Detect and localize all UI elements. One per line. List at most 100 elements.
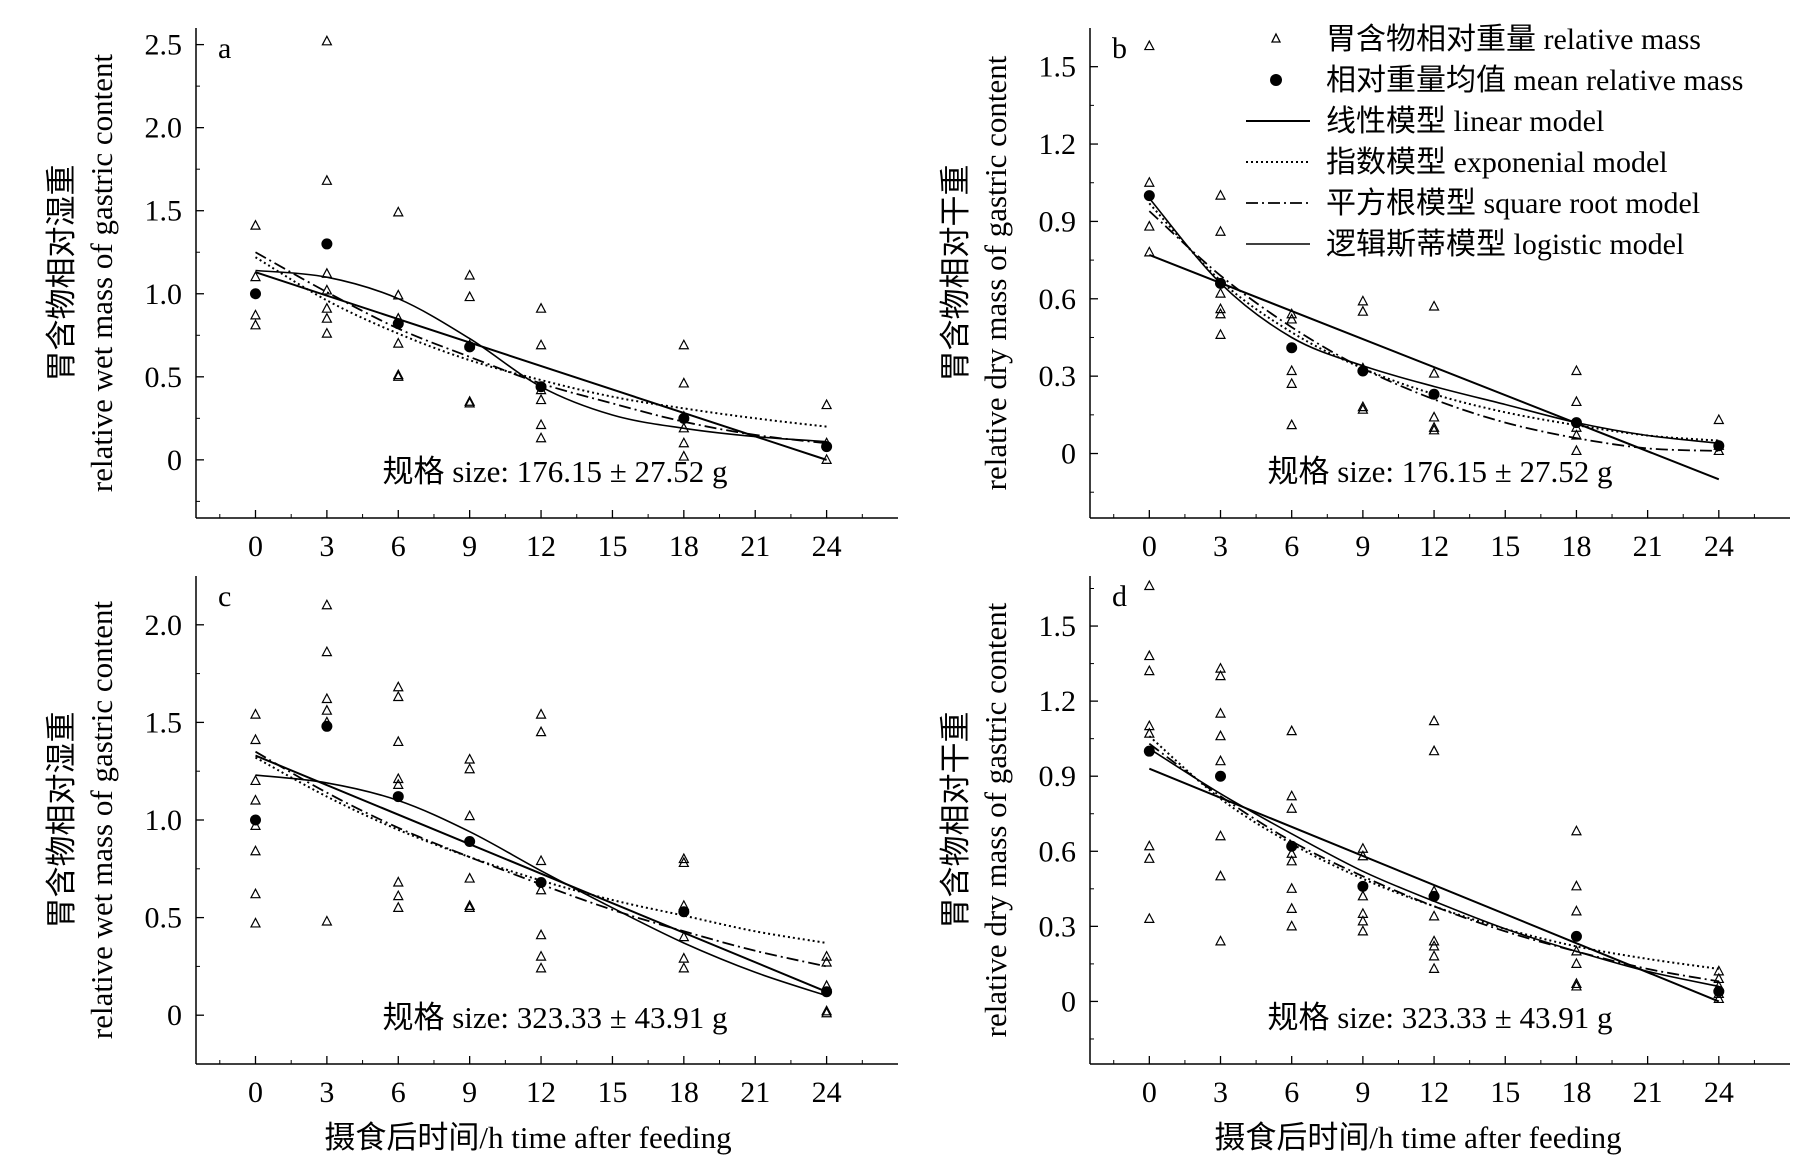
raw-point [821, 950, 833, 961]
raw-point [1428, 940, 1440, 951]
raw-point [1143, 727, 1155, 738]
mean-point [1215, 277, 1227, 289]
model-curve-exponential [1148, 202, 1719, 442]
raw-point [464, 753, 476, 764]
y-tick-label: 0.9 [1039, 205, 1077, 238]
y-axis-label-cn: 胃含物相对干重 [938, 712, 973, 929]
y-tick-label: 0.3 [1039, 360, 1077, 393]
mean-point [1357, 365, 1369, 377]
y-tick-label: 2.0 [145, 112, 183, 145]
raw-point [249, 270, 261, 282]
size-note: 规格 size: 323.33 ± 43.91 g [382, 1000, 727, 1035]
mean-point [1286, 840, 1298, 852]
raw-point [1428, 300, 1440, 311]
mean-point [464, 341, 476, 353]
raw-point [1428, 962, 1440, 974]
raw-point [1428, 421, 1440, 432]
x-tick-label: 12 [1419, 530, 1449, 563]
model-curve-linear [255, 271, 827, 461]
x-tick-label: 12 [526, 530, 556, 563]
model-curve-exponential [254, 256, 827, 428]
y-tick-label: 1.2 [1039, 128, 1077, 161]
y-tick-label: 0 [1061, 985, 1076, 1018]
raw-point [1286, 724, 1298, 736]
mean-point [678, 412, 690, 424]
raw-point [1215, 328, 1227, 339]
y-tick-label: 1.5 [1039, 51, 1077, 84]
mean-point [1215, 770, 1227, 782]
x-tick-label: 6 [391, 1076, 406, 1109]
panel-a: 0 3 6 9 12 15 18 21 24 0 0.5 1.0 1.5 2.0 2.5 胃含物相对湿重 rel… [44, 28, 898, 563]
raw-point [1215, 669, 1227, 681]
raw-point [1570, 880, 1582, 891]
panel-d: 0 3 6 9 12 15 18 21 24 0 0.3 0.6 0.9 1.2 1.5 胃含物相对干重 rel… [938, 576, 1790, 1109]
panel-letter: d [1112, 580, 1127, 613]
raw-point [1570, 824, 1582, 836]
raw-point [1428, 411, 1440, 422]
raw-point [1570, 980, 1582, 991]
x-tick-label: 21 [1633, 1076, 1663, 1109]
model-curve-sqrt [255, 750, 827, 968]
x-tick-label: 12 [1419, 1076, 1449, 1109]
raw-point [678, 338, 690, 350]
y-axis-label-en: relative wet mass of gastric content [84, 54, 119, 493]
raw-point [821, 398, 833, 410]
raw-point [321, 174, 333, 185]
raw-point [249, 819, 261, 830]
raw-point [1215, 189, 1227, 200]
raw-point [1286, 855, 1298, 866]
raw-point [1357, 305, 1369, 316]
raw-point [535, 393, 547, 405]
x-tick-label: 18 [669, 530, 699, 563]
x-tick-label: 24 [1704, 530, 1734, 563]
raw-point [821, 1005, 833, 1016]
raw-point [1143, 839, 1155, 851]
x-tick-label: 9 [462, 530, 477, 563]
raw-point [1357, 295, 1369, 306]
raw-point [464, 290, 476, 302]
mean-point [535, 876, 547, 888]
legend-linear-label: 线性模型 linear model [1326, 105, 1604, 138]
panel-letter: b [1112, 32, 1127, 65]
y-tick-label: 1.0 [145, 804, 183, 837]
y-tick-label: 0.5 [145, 902, 183, 935]
x-axis-label-left: 摄食后时间/h time after feeding [324, 1120, 731, 1155]
raw-point [249, 794, 261, 805]
raw-point [1570, 957, 1582, 968]
raw-point [1570, 444, 1582, 456]
y-axis-label-en: relative wet mass of gastric content [84, 601, 119, 1040]
raw-point [678, 377, 690, 388]
x-axis-label-right: 摄食后时间/h time after feeding [1214, 1120, 1621, 1155]
model-curve-linear [255, 754, 827, 993]
raw-point [1215, 302, 1227, 314]
x-tick-label: 21 [740, 530, 770, 563]
x-tick-label: 21 [1633, 530, 1663, 563]
raw-point [535, 725, 547, 737]
size-note: 规格 size: 176.15 ± 27.52 g [1267, 454, 1612, 489]
raw-point [1428, 744, 1440, 756]
x-tick-label: 24 [812, 530, 842, 563]
x-tick-label: 15 [597, 1076, 627, 1109]
legend-raw-marker [1270, 32, 1282, 43]
raw-point [249, 319, 261, 330]
y-tick-label: 0 [167, 444, 182, 477]
mean-point [1143, 190, 1155, 202]
raw-point [535, 338, 547, 350]
size-note: 规格 size: 176.15 ± 27.52 g [382, 454, 727, 489]
raw-point [1215, 707, 1227, 718]
raw-point [1215, 287, 1227, 298]
mean-point [678, 906, 690, 918]
legend: 胃含物相对重量 relative mass 相对重量均值 mean relati… [1246, 23, 1743, 261]
model-curve-logistic [255, 774, 827, 997]
raw-point [321, 692, 333, 704]
raw-point [1286, 920, 1298, 931]
x-tick-label: 0 [248, 530, 263, 563]
raw-point [464, 395, 476, 406]
panel-c: 0 3 6 9 12 15 18 21 24 0 0.5 1.0 1.5 2.0 胃含物相对湿重 relati… [44, 576, 898, 1109]
legend-raw-label: 胃含物相对重量 relative mass [1326, 23, 1701, 56]
raw-point [1143, 579, 1155, 591]
raw-point [1215, 225, 1227, 236]
legend-mean-label: 相对重量均值 mean relative mass [1326, 64, 1743, 97]
raw-point [464, 899, 476, 910]
x-tick-label: 3 [1213, 1076, 1228, 1109]
